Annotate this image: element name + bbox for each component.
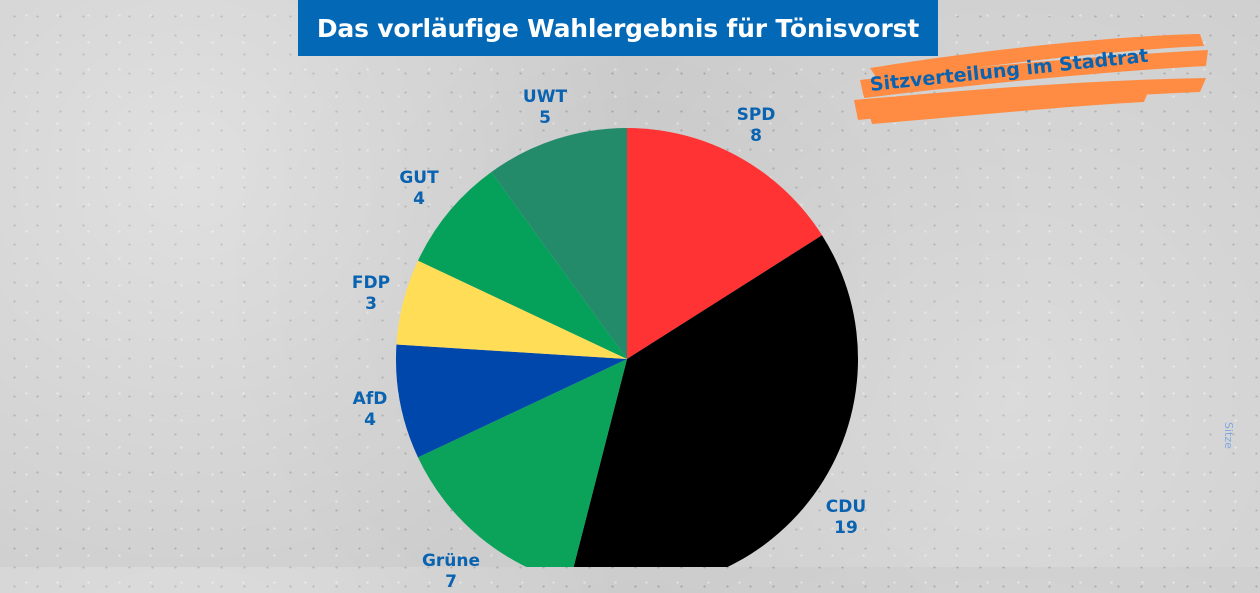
label-gut-name: GUT — [399, 168, 439, 188]
chart-title: Das vorläufige Wahlergebnis für Tönisvor… — [298, 0, 938, 56]
pie-slice-gut — [417, 172, 627, 359]
label-cdu-value: 19 — [834, 518, 858, 538]
label-fdp-value: 3 — [365, 294, 377, 314]
label-uwt: UWT 5 — [523, 87, 567, 129]
label-afd: AfD 4 — [353, 389, 388, 431]
label-fdp: FDP 3 — [352, 273, 390, 315]
label-afd-value: 4 — [364, 410, 376, 430]
pie-slice-gruene — [417, 359, 627, 567]
label-cdu: CDU 19 — [826, 497, 866, 539]
label-afd-name: AfD — [352, 389, 388, 409]
brush-stroke-icon — [854, 34, 1208, 124]
label-gruene-name: Grüne — [421, 551, 481, 571]
label-fdp-name: FDP — [351, 273, 391, 293]
subtitle-banner: Sitzverteilung im Stadtrat — [848, 22, 1210, 128]
label-gut: GUT 4 — [399, 168, 438, 210]
label-spd: SPD 8 — [737, 105, 776, 147]
label-uwt-value: 5 — [539, 108, 551, 128]
label-spd-value: 8 — [750, 126, 762, 146]
pie-slice-afd — [396, 344, 627, 458]
label-cdu-name: CDU — [825, 497, 867, 517]
pie-chart — [396, 128, 858, 567]
label-gruene: Grüne 7 — [422, 551, 480, 593]
side-note-sitze: Sitze — [1222, 422, 1235, 449]
label-gut-value: 4 — [413, 189, 425, 209]
pie-slice-fdp — [396, 260, 627, 359]
label-gruene-value: 7 — [445, 572, 457, 592]
chart-title-text: Das vorläufige Wahlergebnis für Tönisvor… — [316, 13, 920, 43]
label-spd-name: SPD — [736, 105, 776, 125]
label-uwt-name: UWT — [522, 87, 568, 107]
pie-slice-spd — [627, 128, 823, 359]
pie-slice-cdu — [573, 235, 858, 567]
pie-slice-uwt — [491, 128, 627, 359]
